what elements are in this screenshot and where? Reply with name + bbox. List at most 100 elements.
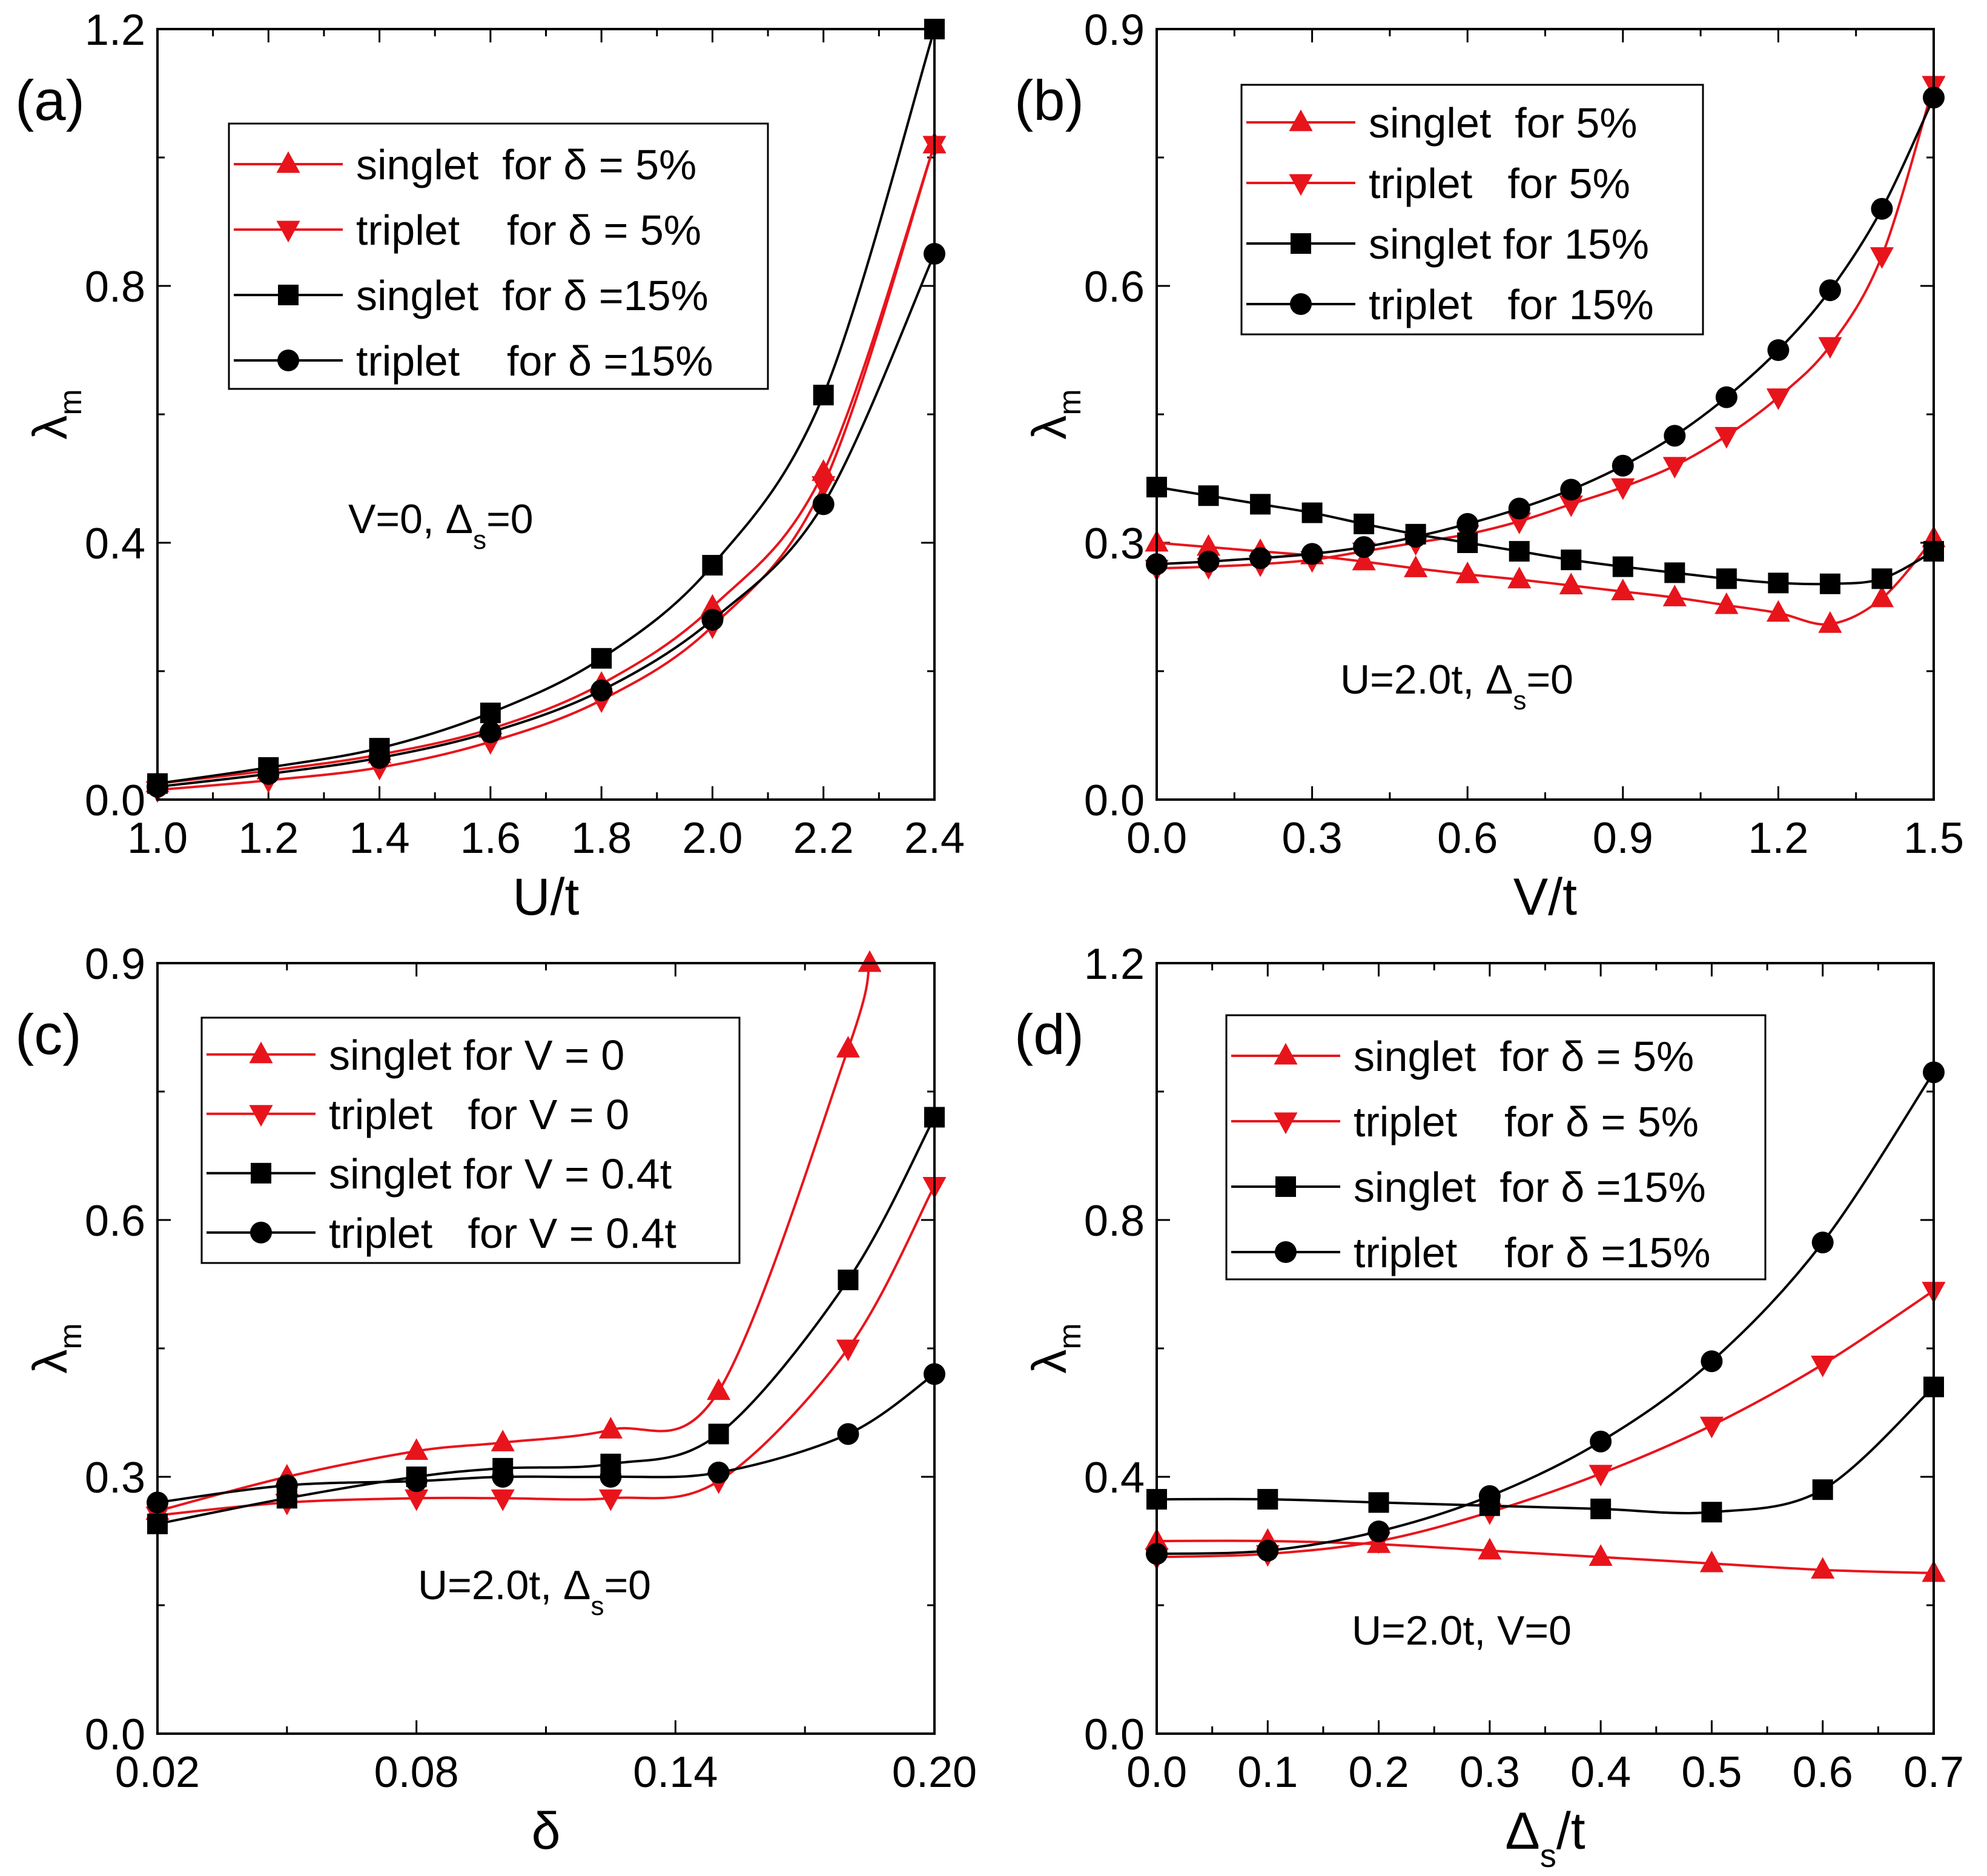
legend-entry: triplet for δ = 5% [234,207,701,254]
data-point [1766,600,1790,622]
svg-text:λm: λm [23,389,88,439]
x-tick-label: 0.20 [892,1748,977,1797]
data-point [368,747,391,769]
legend-label: singlet for V = 0.4t [329,1150,672,1198]
data-point [858,950,882,972]
data-point [700,594,724,616]
data-point [836,1339,860,1362]
data-point [276,1474,298,1497]
data-point [1767,339,1790,361]
x-tick-label: 2.4 [904,814,965,863]
data-point [1819,279,1841,302]
data-point [707,1461,730,1483]
data-point [1664,425,1686,447]
data-point [1508,497,1530,520]
legend-marker [277,349,299,371]
panel-label: (d) [1014,1003,1084,1066]
legend-label: singlet for 15% [1369,220,1649,268]
data-point [812,476,836,498]
data-point [1249,547,1272,569]
data-point [1699,1416,1724,1439]
data-point [701,609,724,631]
y-tick-label: 0.0 [85,1711,145,1759]
data-point [1301,502,1323,523]
legend-label: triplet for δ = 5% [1354,1098,1699,1145]
legend-marker [1275,1176,1296,1197]
x-tick-label: 0.6 [1793,1748,1853,1797]
data-point [1664,562,1685,583]
plot-frame [1156,962,1935,1735]
x-tick-label: 0.0 [1126,814,1187,863]
data-point [1478,1485,1501,1507]
legend-label: singlet for 5% [1369,99,1638,147]
legend-label: singlet for δ = 5% [356,141,696,188]
x-tick-label: 1.2 [1748,814,1808,863]
y-axis-label: λm [23,1323,88,1373]
data-point [836,1036,860,1058]
legend-label: triplet for δ = 5% [356,207,701,254]
x-tick-label: 1.5 [1903,814,1964,863]
legend-label: triplet for 15% [1369,281,1654,328]
series-line [1157,1539,1934,1574]
x-tick-label: 1.6 [460,814,521,863]
data-point [1714,426,1739,449]
legend-label: triplet for 5% [1369,160,1630,207]
legend-marker [1274,1112,1298,1135]
x-axis-label: Δs/t [1505,1802,1585,1874]
data-point [1871,197,1893,220]
data-point [1507,566,1532,589]
y-axis-label: λm [23,389,88,439]
data-point [1368,1492,1389,1513]
data-point [812,459,836,481]
x-tick-label: 2.2 [793,814,854,863]
data-point [1768,572,1789,594]
data-point [598,1417,623,1439]
legend-marker [249,1105,273,1127]
legend-marker [251,1162,271,1184]
data-point [1559,495,1583,517]
svg-text:λm: λm [1022,389,1088,439]
x-tick-label: 0.0 [1126,1748,1187,1797]
data-point [480,702,501,723]
legend-entry: singlet for δ =15% [234,272,709,319]
legend-box [1240,84,1704,336]
data-point [1870,585,1894,608]
data-point [1818,611,1842,633]
data-point [405,1438,429,1460]
legend-entry: triplet for 5% [1246,160,1630,207]
legend-box [228,122,769,390]
data-point [1811,1231,1834,1254]
legend-entry: singlet for 15% [1246,220,1649,268]
data-point [1662,457,1687,479]
data-point [491,1489,515,1511]
y-tick-label: 0.0 [85,777,145,825]
data-point [1870,247,1894,269]
legend-box [200,1016,741,1264]
panel-d: 0.0 0.1 0.2 0.3 0.4 0.5 0.6 0.7 0.0 0.4 0.8 1.2 Δs/t… [1014,940,1964,1874]
panel-label: (a) [15,68,85,132]
legend-entry: singlet for V = 0.4t [207,1150,672,1198]
y-tick-label: 0.6 [1084,263,1145,311]
legend-label: triplet for V = 0.4t [329,1210,676,1257]
data-point [1257,1489,1278,1510]
data-point [1404,526,1427,548]
y-tick-label: 1.2 [1084,940,1145,989]
data-point [1367,1520,1390,1543]
data-point [1478,1537,1502,1560]
annotation: U=2.0t, Δs=0 [1340,657,1573,715]
data-point [838,1269,859,1290]
legend-label: triplet for δ =15% [356,337,713,385]
annotation: U=2.0t, Δs=0 [418,1562,651,1621]
x-tick-label: 0.6 [1437,814,1498,863]
x-tick-label: 1.0 [127,814,188,863]
data-point [1561,549,1582,571]
legend-marker [249,1041,273,1064]
data-point [598,1489,623,1511]
data-point [1612,454,1634,477]
series-line [1157,486,1934,586]
y-tick-label: 0.3 [85,1454,145,1502]
data-point [813,385,834,406]
data-point [1455,562,1480,583]
legend-entry: singlet for δ = 5% [234,141,696,188]
x-tick-label: 0.1 [1237,1748,1298,1797]
